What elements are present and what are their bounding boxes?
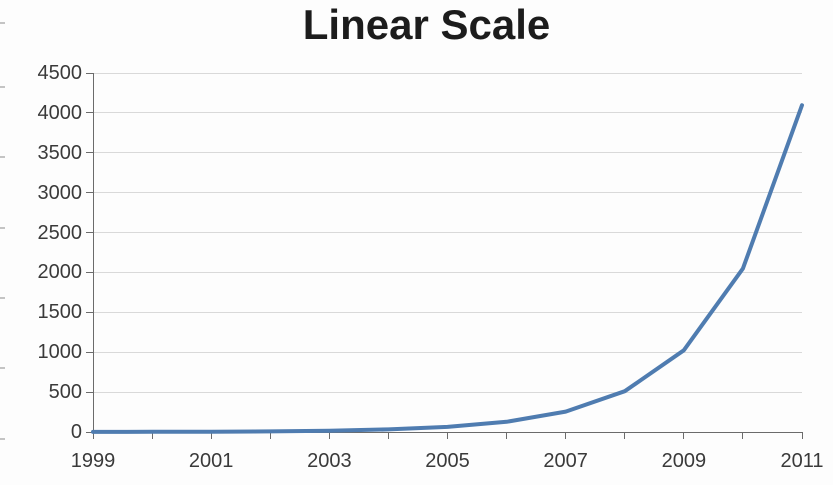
x-tick-2000 bbox=[151, 432, 153, 439]
x-tick-label-2001: 2001 bbox=[188, 450, 234, 472]
x-tick-2006 bbox=[506, 432, 508, 439]
x-tick-2011 bbox=[801, 432, 803, 439]
y-tick-1000 bbox=[86, 351, 93, 353]
gridline-2500 bbox=[93, 232, 802, 234]
x-tick-label-1999: 1999 bbox=[70, 450, 116, 472]
y-tick-label-4500: 4500 bbox=[37, 62, 83, 84]
y-tick-label-1000: 1000 bbox=[37, 341, 83, 364]
x-tick-label-2011: 2011 bbox=[780, 450, 824, 472]
y-tick-1500 bbox=[86, 311, 93, 313]
y-tick-0 bbox=[86, 431, 93, 433]
y-tick-label-500: 500 bbox=[48, 381, 82, 404]
gridline-1500 bbox=[93, 311, 802, 313]
chart-title: Linear Scale bbox=[302, 1, 551, 48]
y-tick-label-2000: 2000 bbox=[37, 261, 83, 284]
series-polyline bbox=[91, 103, 804, 434]
gridline-1000 bbox=[93, 351, 802, 353]
y-tick-label-3000: 3000 bbox=[37, 181, 83, 204]
gridline-500 bbox=[93, 391, 802, 393]
x-tick-2003 bbox=[328, 432, 330, 439]
gridline-4000 bbox=[93, 112, 802, 114]
y-tick-3500 bbox=[86, 152, 93, 154]
x-tick-2009 bbox=[683, 432, 685, 439]
edge-artifact-5 bbox=[0, 367, 5, 369]
data-series-line bbox=[91, 103, 804, 434]
x-tick-label-2005: 2005 bbox=[425, 450, 470, 472]
x-tick-2002 bbox=[269, 432, 271, 439]
x-tick-2001 bbox=[210, 432, 212, 439]
edge-artifact-4 bbox=[0, 297, 5, 299]
edge-artifact-0 bbox=[0, 22, 5, 24]
y-tick-4500 bbox=[86, 72, 93, 74]
x-tick-2007 bbox=[565, 432, 567, 439]
y-tick-label-0: 0 bbox=[70, 421, 82, 443]
y-tick-label-3500: 3500 bbox=[37, 141, 83, 164]
gridline-4500 bbox=[93, 72, 802, 74]
gridline-3000 bbox=[93, 192, 802, 194]
x-axis-line bbox=[92, 432, 802, 433]
y-tick-3000 bbox=[86, 192, 93, 194]
y-tick-4000 bbox=[86, 112, 93, 114]
y-tick-2500 bbox=[86, 232, 93, 234]
y-tick-500 bbox=[86, 391, 93, 393]
x-tick-2008 bbox=[624, 432, 626, 439]
edge-artifact-1 bbox=[0, 86, 5, 88]
x-tick-2010 bbox=[742, 432, 744, 439]
y-tick-label-2500: 2500 bbox=[37, 221, 83, 244]
x-tick-2005 bbox=[447, 432, 448, 439]
y-tick-label-1500: 1500 bbox=[37, 301, 83, 324]
y-axis-line bbox=[93, 73, 94, 433]
x-tick-label-2009: 2009 bbox=[661, 450, 707, 472]
edge-artifact-3 bbox=[0, 227, 5, 229]
x-tick-label-2003: 2003 bbox=[307, 450, 352, 472]
x-tick-2004 bbox=[387, 432, 389, 439]
gridline-2000 bbox=[93, 271, 802, 273]
x-tick-label-2007: 2007 bbox=[543, 450, 588, 472]
edge-artifact-6 bbox=[0, 438, 5, 440]
edge-artifact-2 bbox=[0, 156, 5, 158]
y-tick-label-4000: 4000 bbox=[37, 101, 83, 124]
x-tick-1999 bbox=[92, 432, 94, 439]
y-tick-2000 bbox=[86, 271, 93, 273]
gridline-3500 bbox=[93, 152, 802, 154]
